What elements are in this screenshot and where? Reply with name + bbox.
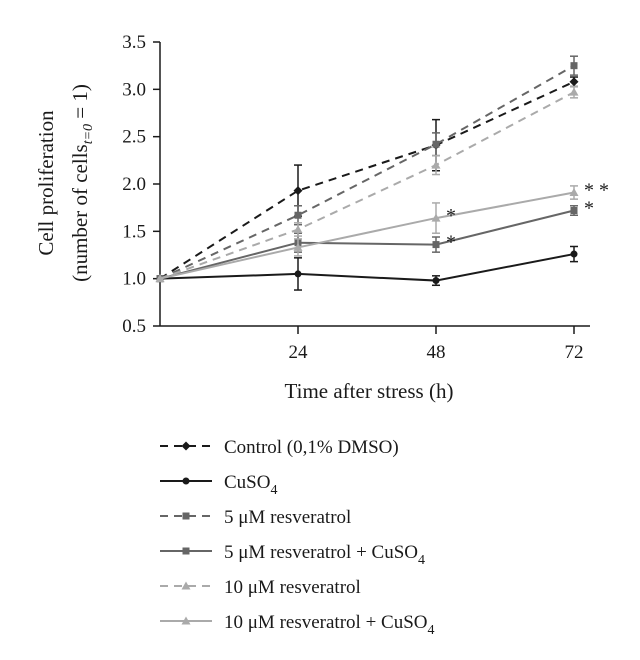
y-tick-label: 3.5 — [122, 32, 146, 53]
data-point — [570, 207, 578, 215]
legend-label: 10 μM resveratrol + CuSO4 — [224, 612, 435, 638]
legend-swatch-marker — [181, 441, 191, 451]
data-point — [155, 274, 165, 283]
y-tick-label: 1.5 — [122, 221, 146, 242]
y-axis-title-line2: (number of cellst=0 = 1) — [68, 84, 96, 282]
series-4 — [155, 85, 579, 283]
series-line — [159, 80, 575, 280]
x-tick-label: 48 — [427, 342, 446, 363]
significance-marker: * — [584, 198, 594, 220]
legend-item: CuSO4 — [160, 472, 277, 498]
data-point — [569, 188, 579, 197]
series-line — [159, 253, 575, 282]
significance-marker: * — [446, 232, 456, 254]
legend-item: 5 μM resveratrol + CuSO4 — [160, 542, 425, 568]
data-point — [569, 77, 579, 87]
y-axis-title-subscript: t=0 — [81, 124, 96, 144]
legend-item: 10 μM resveratrol + CuSO4 — [160, 612, 435, 638]
legend-label-text: 10 μM resveratrol + CuSO — [224, 612, 428, 633]
x-tick-label: 24 — [289, 342, 309, 363]
y-tick-label: 2.0 — [122, 174, 146, 195]
x-axis-title: Time after stress (h) — [285, 379, 454, 403]
legend-item: 5 μM resveratrol — [160, 507, 351, 528]
legend-label: 5 μM resveratrol + CuSO4 — [224, 542, 425, 568]
legend-swatch-marker — [182, 477, 190, 485]
y-axis-title-line1: Cell proliferation — [34, 110, 58, 256]
series-1 — [156, 245, 578, 291]
y-axis-title: Cell proliferation (number of cellst=0 =… — [34, 84, 96, 282]
series-3 — [156, 205, 578, 283]
data-point — [294, 211, 302, 219]
legend-item: Control (0,1% DMSO) — [160, 437, 399, 458]
legend-label: Control (0,1% DMSO) — [224, 437, 399, 458]
data-point — [293, 224, 303, 233]
legend-swatch-marker — [181, 581, 191, 590]
y-axis-title-line2-prefix: (number of cells — [68, 144, 92, 282]
data-point — [569, 87, 579, 96]
series-line — [159, 91, 575, 280]
y-tick-label: 3.0 — [122, 79, 146, 100]
legend-label: CuSO4 — [224, 472, 277, 498]
series-line — [159, 64, 575, 280]
legend-item: 10 μM resveratrol — [160, 577, 361, 598]
data-point — [432, 241, 440, 249]
series-2 — [156, 55, 578, 283]
legend-swatch-marker — [182, 512, 190, 520]
series-line — [159, 209, 575, 280]
x-tick-label: 72 — [565, 342, 584, 363]
data-point — [431, 160, 441, 169]
series-layer — [155, 55, 579, 291]
legend-label-subscript: 4 — [428, 623, 435, 638]
legend-label-text: CuSO — [224, 472, 270, 493]
y-axis-title-line2-suffix: = 1) — [68, 84, 92, 124]
significance-annotations: *** ** — [446, 180, 609, 254]
legend-swatch-marker — [181, 616, 191, 625]
data-point — [432, 140, 440, 148]
data-point — [431, 213, 441, 222]
y-tick-label: 2.5 — [122, 127, 146, 148]
legend-label-text: 5 μM resveratrol + CuSO — [224, 542, 418, 563]
series-5 — [155, 185, 579, 283]
data-point — [570, 250, 578, 258]
data-point — [570, 62, 578, 70]
legend-label-subscript: 4 — [270, 483, 277, 498]
series-line — [159, 191, 575, 280]
x-ticks: 24 48 72 — [289, 326, 584, 363]
significance-marker: * * — [584, 180, 609, 202]
legend-label-text: Control (0,1% DMSO) — [224, 437, 399, 458]
legend-label-text: 10 μM resveratrol — [224, 577, 361, 598]
legend-swatch-marker — [182, 547, 190, 555]
significance-marker: * — [446, 205, 456, 227]
data-point — [293, 242, 303, 251]
legend-label-text: 5 μM resveratrol — [224, 507, 351, 528]
legend-label-subscript: 4 — [418, 553, 425, 568]
legend-label: 5 μM resveratrol — [224, 507, 351, 528]
y-tick-label: 1.0 — [122, 269, 146, 290]
data-point — [432, 277, 440, 285]
data-point — [294, 270, 302, 278]
legend-label: 10 μM resveratrol — [224, 577, 361, 598]
y-tick-label: 0.5 — [122, 316, 146, 337]
y-ticks: 0.5 1.0 1.5 2.0 2.5 3.0 3.5 — [122, 32, 160, 337]
data-point — [293, 186, 303, 196]
